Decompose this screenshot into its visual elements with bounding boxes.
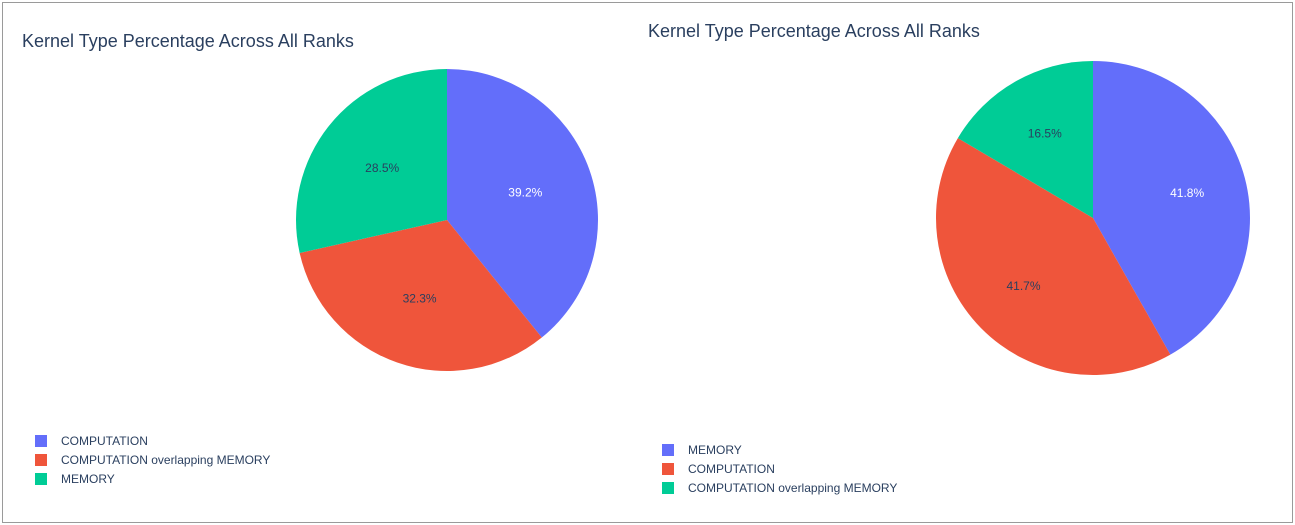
pie-slice-computation-overlapping-memory[interactable]: [957, 61, 1093, 218]
chart-title: Kernel Type Percentage Across All Ranks: [22, 31, 354, 51]
pie-chart-panel-right: Kernel Type Percentage Across All Ranks …: [633, 3, 1292, 522]
legend-swatch: [662, 443, 674, 456]
pie-chart: 39.2% 32.3% 28.5%: [295, 69, 598, 371]
legend-label: COMPUTATION: [688, 461, 775, 476]
legend-item-memory[interactable]: MEMORY: [35, 469, 270, 488]
pie-slice-label: 39.2%: [508, 185, 542, 199]
pie-chart: 41.8% 41.7% 16.5%: [936, 61, 1250, 376]
legend-label: MEMORY: [61, 471, 115, 486]
legend-label: COMPUTATION overlapping MEMORY: [61, 452, 271, 467]
legend-label: MEMORY: [688, 442, 742, 457]
legend-label: COMPUTATION: [61, 433, 148, 448]
chart-legend: MEMORY COMPUTATION COMPUTATION overlapping…: [662, 440, 897, 497]
pie-chart-panel-left: Kernel Type Percentage Across All Ranks …: [3, 3, 633, 522]
legend-swatch: [662, 481, 674, 494]
legend-label: COMPUTATION overlapping MEMORY: [688, 480, 898, 495]
legend-swatch: [662, 462, 674, 475]
pie-slice-label: 41.7%: [1007, 279, 1041, 293]
legend-item-computation[interactable]: COMPUTATION: [35, 431, 270, 450]
chart-title: Kernel Type Percentage Across All Ranks: [648, 21, 980, 41]
chart-legend: COMPUTATION COMPUTATION overlapping MEMOR…: [35, 431, 270, 488]
legend-item-computation-overlapping-memory[interactable]: COMPUTATION overlapping MEMORY: [662, 478, 897, 497]
pie-slice-computation-overlapping-memory[interactable]: [299, 220, 542, 371]
legend-item-computation-overlapping-memory[interactable]: COMPUTATION overlapping MEMORY: [35, 450, 270, 469]
pie-slice-label: 32.3%: [403, 291, 437, 305]
pie-slice-memory[interactable]: [1093, 61, 1250, 355]
pie-slice-memory[interactable]: [295, 69, 447, 253]
pie-slice-computation[interactable]: [447, 69, 598, 338]
legend-item-memory[interactable]: MEMORY: [662, 440, 897, 459]
legend-swatch: [35, 453, 47, 466]
legend-swatch: [35, 472, 47, 485]
legend-swatch: [35, 434, 47, 447]
pie-slice-computation[interactable]: [936, 138, 1171, 376]
pie-slice-label: 28.5%: [365, 161, 399, 175]
pie-slice-label: 16.5%: [1028, 126, 1062, 140]
pie-slice-label: 41.8%: [1170, 186, 1204, 200]
legend-item-computation[interactable]: COMPUTATION: [662, 459, 897, 478]
